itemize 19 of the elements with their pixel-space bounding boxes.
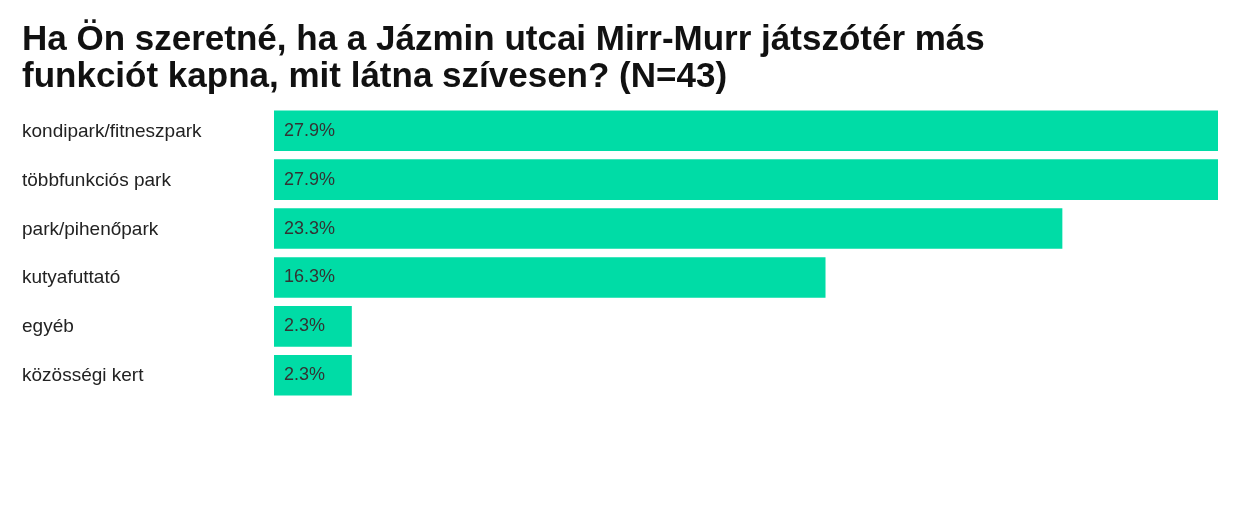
data-label: 2.3%	[284, 315, 326, 336]
y-tick-label: kutyafuttató	[22, 266, 121, 288]
bar	[274, 306, 352, 347]
data-label: 16.3%	[284, 266, 336, 287]
data-label: 27.9%	[284, 168, 336, 189]
y-tick-label: egyéb	[22, 315, 74, 337]
data-label: 2.3%	[284, 364, 326, 385]
bar	[274, 159, 1218, 200]
bar	[274, 354, 352, 396]
y-tick-label: park/pihenőpark	[22, 217, 159, 239]
data-label: 23.3%	[284, 217, 336, 238]
y-tick-label: többfunkciós park	[22, 168, 172, 190]
chart-title: Ha Ön szeretné, ha a Jázmin utcai Mirr-Murr játszótér más funkciót kapna, mit látna szívesen? (N=43)	[22, 18, 985, 94]
bar	[274, 208, 1063, 249]
y-tick-label: kondipark/fitneszpark	[22, 119, 203, 141]
bar	[274, 110, 1218, 152]
data-label: 27.9%	[284, 119, 336, 140]
bar	[274, 257, 826, 298]
y-tick-label: közösségi kert	[22, 364, 145, 386]
